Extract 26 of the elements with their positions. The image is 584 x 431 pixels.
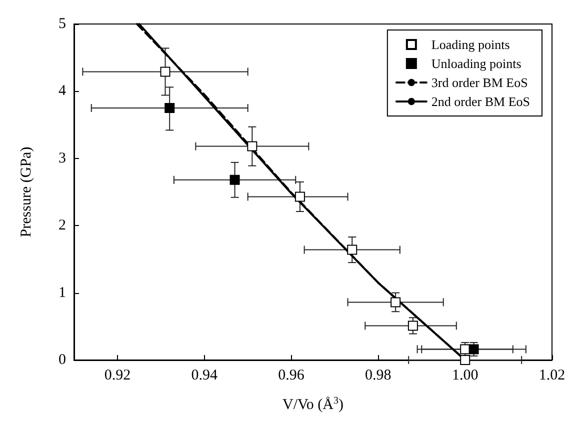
legend-label: Unloading points bbox=[431, 56, 522, 71]
point bbox=[164, 103, 175, 113]
y-tick-label: 0 bbox=[58, 352, 66, 368]
point bbox=[230, 174, 240, 185]
point bbox=[247, 141, 258, 152]
y-tick-label: 4 bbox=[58, 83, 66, 100]
legend-label: 2nd order BM EoS bbox=[431, 94, 530, 109]
x-tick-label: 1.00 bbox=[452, 368, 478, 384]
point bbox=[408, 320, 418, 331]
y-tick-label: 2 bbox=[58, 218, 66, 234]
x-tick-label: 1.02 bbox=[538, 368, 566, 384]
x-tick-label: 0.98 bbox=[365, 368, 392, 384]
point bbox=[460, 355, 470, 365]
x-tick-label: 0.92 bbox=[104, 368, 131, 384]
x-tick-label: 0.94 bbox=[191, 368, 218, 384]
point bbox=[294, 192, 305, 202]
point bbox=[390, 297, 401, 308]
y-axis-title: Pressure (GPa) bbox=[18, 146, 34, 238]
legend-label: Loading points bbox=[431, 37, 510, 52]
x-tick-label: 0.96 bbox=[278, 368, 305, 384]
point bbox=[347, 244, 358, 255]
y-tick-label: 5 bbox=[58, 16, 66, 32]
y-tick-label: 3 bbox=[58, 150, 66, 166]
point bbox=[160, 66, 170, 77]
legend-label: 3rd order BM EoS bbox=[431, 75, 528, 90]
y-tick-label: 1 bbox=[58, 284, 66, 301]
